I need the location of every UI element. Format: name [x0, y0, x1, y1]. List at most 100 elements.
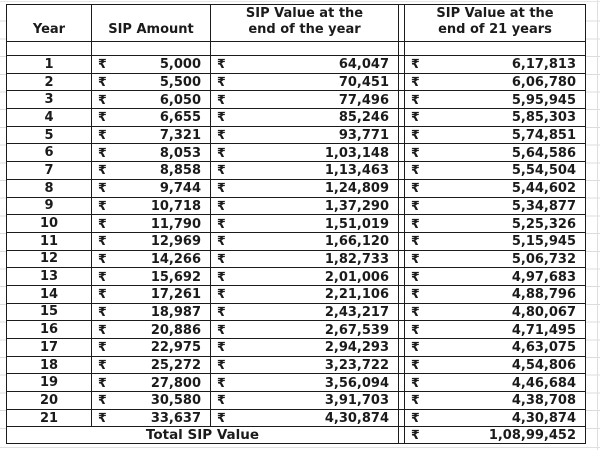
rupee-symbol: ₹ [217, 197, 226, 213]
year-cell: 21 [6, 408, 92, 428]
value-21-years: 5,15,945 [511, 234, 576, 250]
year-cell: 9 [6, 196, 92, 216]
year-cell: 13 [6, 267, 92, 286]
rupee-symbol: ₹ [98, 392, 107, 408]
rupee-symbol: ₹ [98, 180, 107, 196]
rupee-symbol: ₹ [98, 56, 107, 72]
value-21-years: 5,34,877 [511, 198, 576, 214]
rupee-symbol: ₹ [98, 91, 107, 107]
header-row: Year SIP Amount SIP Value at the end of … [6, 4, 586, 42]
sheet-gridline-bottom [0, 447, 600, 448]
rupee-symbol: ₹ [411, 392, 420, 408]
sip-amount-value: 8,053 [159, 145, 201, 161]
rupee-symbol: ₹ [411, 339, 420, 355]
sip-amount-cell: ₹5,000 [91, 55, 211, 74]
year-end-value-cell: ₹1,51,019 [210, 214, 399, 233]
rupee-symbol: ₹ [217, 109, 226, 125]
year-cell: 3 [6, 90, 92, 110]
sip-amount-value: 14,266 [150, 251, 201, 267]
rupee-symbol: ₹ [98, 250, 107, 266]
table-row: 14 ₹17,261 ₹2,21,106 ₹4,88,796 [6, 284, 586, 304]
value-21-years: 4,30,874 [511, 411, 576, 427]
value-21-years-cell: ₹4,80,067 [404, 302, 586, 322]
rupee-symbol: ₹ [98, 357, 107, 373]
rupee-symbol: ₹ [411, 233, 420, 249]
value-21-years-cell: ₹5,64,586 [404, 143, 586, 163]
sip-amount-value: 22,975 [150, 340, 201, 356]
year-end-value: 3,91,703 [324, 393, 389, 409]
value-21-years-cell: ₹4,38,708 [404, 391, 586, 410]
year-cell: 19 [6, 373, 92, 393]
table-row: 2 ₹5,500 ₹70,451 ₹6,06,780 [6, 72, 586, 92]
rupee-symbol: ₹ [217, 56, 226, 72]
year-end-value: 1,66,120 [324, 234, 389, 250]
col-header-value-end-of-year: SIP Value at the end of the year [210, 4, 399, 42]
rupee-symbol: ₹ [411, 162, 420, 178]
sip-amount-cell: ₹6,655 [91, 108, 211, 127]
year-end-value-cell: ₹2,94,293 [210, 338, 399, 357]
table-row: 10 ₹11,790 ₹1,51,019 ₹5,25,326 [6, 214, 586, 233]
sip-amount-cell: ₹5,500 [91, 72, 211, 92]
table-row: 21 ₹33,637 ₹4,30,874 ₹4,30,874 [6, 408, 586, 428]
total-value: 1,08,99,452 [488, 428, 576, 444]
sip-amount-value: 17,261 [150, 287, 201, 303]
value-21-years: 5,85,303 [511, 110, 576, 126]
sip-amount-value: 12,969 [150, 234, 201, 250]
value-21-years: 5,64,586 [511, 145, 576, 161]
sip-amount-value: 30,580 [150, 393, 201, 409]
year-end-value-cell: ₹2,67,539 [210, 320, 399, 339]
sip-amount-value: 18,987 [150, 304, 201, 320]
year-end-value: 2,01,006 [324, 269, 389, 285]
value-21-years: 5,74,851 [511, 128, 576, 144]
rupee-symbol: ₹ [217, 374, 226, 390]
sip-amount-value: 6,050 [159, 92, 201, 108]
year-cell: 15 [6, 302, 92, 322]
sip-amount-value: 10,718 [150, 198, 201, 214]
rupee-symbol: ₹ [411, 268, 420, 284]
sip-amount-value: 5,500 [159, 75, 201, 91]
sip-amount-cell: ₹18,987 [91, 302, 211, 322]
rupee-symbol: ₹ [411, 374, 420, 390]
table-row: 17 ₹22,975 ₹2,94,293 ₹4,63,075 [6, 338, 586, 357]
year-end-value: 64,047 [338, 57, 389, 73]
rupee-symbol: ₹ [217, 215, 226, 231]
rupee-symbol: ₹ [411, 180, 420, 196]
rupee-symbol: ₹ [217, 410, 226, 426]
sip-amount-value: 9,744 [159, 181, 201, 197]
value-21-years: 5,44,602 [511, 181, 576, 197]
rupee-symbol: ₹ [411, 321, 420, 337]
year-cell: 17 [6, 338, 92, 357]
rupee-symbol: ₹ [217, 127, 226, 143]
year-end-value-cell: ₹64,047 [210, 55, 399, 74]
rupee-symbol: ₹ [411, 215, 420, 231]
year-cell: 14 [6, 284, 92, 304]
empty-row [6, 41, 586, 56]
year-end-value-cell: ₹1,24,809 [210, 178, 399, 198]
sip-amount-value: 27,800 [150, 375, 201, 391]
sip-amount-value: 20,886 [150, 322, 201, 338]
sip-amount-value: 5,000 [159, 57, 201, 73]
rupee-symbol: ₹ [217, 357, 226, 373]
value-21-years-cell: ₹5,06,732 [404, 249, 586, 269]
rupee-symbol: ₹ [411, 127, 420, 143]
value-21-years: 4,80,067 [511, 304, 576, 320]
col-header-value-21-years: SIP Value at the end of 21 years [404, 4, 586, 42]
year-end-value: 85,246 [338, 110, 389, 126]
year-end-value: 1,13,463 [324, 163, 389, 179]
sip-amount-value: 8,858 [159, 163, 201, 179]
rupee-symbol: ₹ [217, 339, 226, 355]
year-end-value: 4,30,874 [324, 411, 389, 427]
col-header-year: Year [6, 4, 92, 42]
total-row: Total SIP Value ₹ 1,08,99,452 [6, 426, 586, 445]
year-cell: 4 [6, 108, 92, 127]
year-end-value: 1,24,809 [324, 181, 389, 197]
table-row: 7 ₹8,858 ₹1,13,463 ₹5,54,504 [6, 161, 586, 180]
value-21-years-cell: ₹4,63,075 [404, 338, 586, 357]
year-end-value-cell: ₹1,37,290 [210, 196, 399, 216]
year-end-value-cell: ₹3,56,094 [210, 373, 399, 393]
value-21-years: 5,95,945 [511, 92, 576, 108]
sip-amount-cell: ₹10,718 [91, 196, 211, 216]
table-row: 4 ₹6,655 ₹85,246 ₹5,85,303 [6, 108, 586, 127]
year-end-value-cell: ₹1,13,463 [210, 161, 399, 180]
value-21-years-cell: ₹5,74,851 [404, 125, 586, 145]
